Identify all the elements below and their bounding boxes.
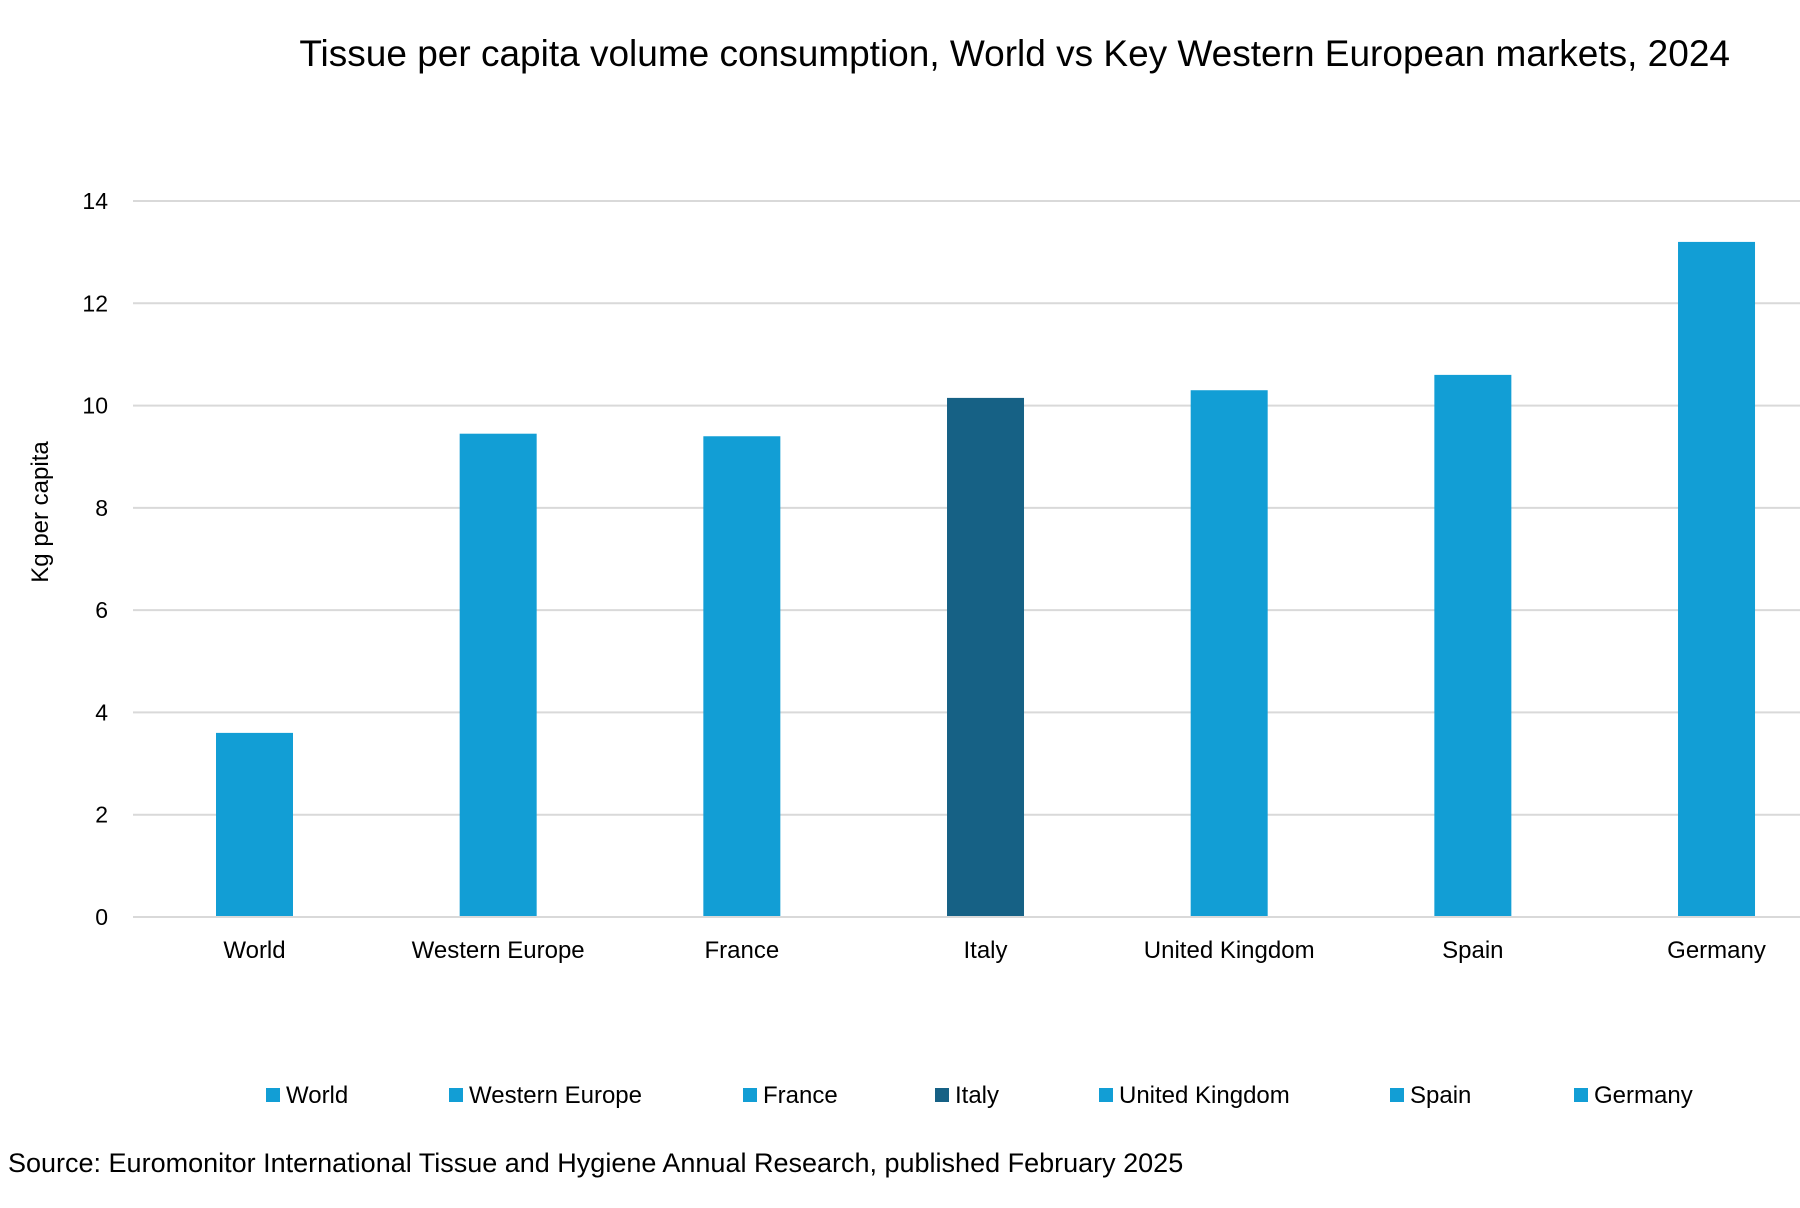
legend-item: Western Europe (449, 1082, 642, 1109)
legend-label: France (763, 1082, 838, 1109)
source-note: Source: Euromonitor International Tissue… (8, 1148, 1184, 1178)
legend-swatch (1390, 1088, 1404, 1102)
y-tick-label: 2 (95, 802, 108, 828)
legend-swatch (1099, 1088, 1113, 1102)
legend-item: Italy (935, 1082, 999, 1109)
x-axis-ticks: World Western Europe France Italy United Kin… (223, 937, 1765, 964)
x-tick-label: France (704, 937, 779, 964)
x-tick-label: World (223, 937, 285, 964)
chart-title: Tissue per capita volume consumption, Wo… (299, 33, 1730, 74)
y-tick-label: 10 (82, 393, 108, 419)
legend-swatch (743, 1088, 757, 1102)
bar-spain (1434, 374, 1512, 917)
y-axis-ticks: 0 2 4 6 8 10 12 14 (82, 188, 108, 930)
legend-item: United Kingdom (1099, 1082, 1290, 1109)
y-tick-label: 14 (82, 188, 108, 214)
legend-label: Germany (1594, 1082, 1693, 1109)
x-tick-label: Germany (1667, 937, 1766, 964)
legend-label: Italy (955, 1082, 999, 1109)
legend-label: Western Europe (469, 1082, 642, 1109)
bar-germany (1678, 241, 1756, 917)
bars (216, 241, 1756, 917)
bar-france (703, 436, 781, 917)
legend-label: United Kingdom (1119, 1082, 1290, 1109)
bar-world (216, 732, 293, 917)
legend-swatch (935, 1088, 949, 1102)
x-tick-label: Italy (964, 937, 1008, 964)
legend-swatch (266, 1088, 280, 1102)
x-tick-label: Spain (1442, 937, 1503, 964)
bar-united-kingdom (1190, 390, 1268, 917)
bar-western-europe (459, 433, 537, 917)
y-tick-label: 6 (95, 597, 108, 623)
y-tick-label: 12 (82, 290, 108, 316)
legend-label: Spain (1410, 1082, 1471, 1109)
legend-item: World (266, 1082, 348, 1109)
legend-item: France (743, 1082, 838, 1109)
legend-item: Germany (1574, 1082, 1693, 1109)
x-tick-label: Western Europe (412, 937, 585, 964)
y-tick-label: 8 (95, 495, 108, 521)
legend: World Western Europe France Italy United Kin… (266, 1082, 1693, 1109)
y-tick-label: 0 (95, 904, 108, 930)
y-tick-label: 4 (95, 699, 108, 725)
bar-italy (947, 397, 1025, 917)
legend-item: Spain (1390, 1082, 1471, 1109)
legend-swatch (449, 1088, 463, 1102)
legend-swatch (1574, 1088, 1588, 1102)
legend-label: World (286, 1082, 348, 1109)
x-tick-label: United Kingdom (1144, 937, 1315, 964)
y-axis-label: Kg per capita (27, 441, 54, 583)
